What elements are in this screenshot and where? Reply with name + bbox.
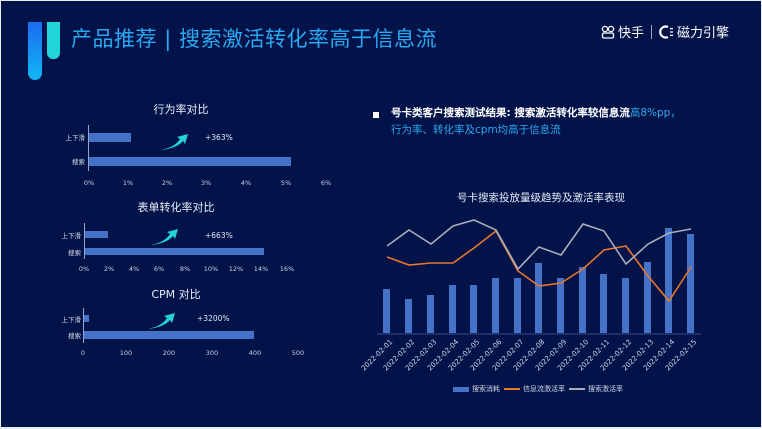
combo-chart-title: 号卡搜索投放量级趋势及激活率表现 [457, 192, 625, 204]
category-label: 搜索 [68, 249, 81, 257]
summary-line1: 号卡类客户搜索测试结果: 搜索激活转化率较信息流高8%pp， [391, 105, 681, 122]
x-tick: 10% [203, 265, 219, 273]
y-axis [84, 223, 85, 259]
bar-search [84, 331, 254, 339]
legend-swatch-orange [504, 388, 520, 390]
x-tick: 2% [161, 179, 173, 187]
chart-title: 行为率对比 [153, 103, 209, 116]
x-tick: 0 [80, 349, 86, 357]
x-tick: 400 [248, 349, 262, 357]
search-spend-bars [383, 228, 694, 333]
x-tick: 4% [128, 265, 140, 273]
legend-label: 搜索激活率 [588, 385, 623, 393]
x-tick: 0% [78, 265, 90, 273]
category-label: 上下滑 [61, 316, 82, 324]
cili-engine-logo-icon [659, 24, 674, 39]
growth-arrow-icon [161, 134, 188, 150]
x-tick: 0% [83, 179, 95, 187]
summary-highlight: 高8%pp， [629, 107, 681, 119]
chart-title: CPM 对比 [151, 288, 201, 301]
bar-shanghua [89, 133, 131, 142]
legend-swatch-bar [453, 386, 469, 392]
growth-annotation: +663% [205, 231, 233, 240]
bar-search [85, 248, 264, 255]
x-tick: 6% [320, 179, 332, 187]
title-part1: 产品推荐 [71, 27, 157, 51]
growth-arrow-icon [151, 229, 178, 245]
bullet-square-icon [373, 112, 379, 118]
x-tick: 500 [291, 349, 305, 357]
x-tick: 200 [162, 349, 176, 357]
accent-bar-blue [28, 22, 42, 80]
kuaishou-logo-icon [601, 25, 615, 39]
x-tick: 100 [119, 349, 133, 357]
brand-cili: 磁力引擎 [677, 26, 730, 41]
x-tick: 6% [153, 265, 165, 273]
x-tick: 5% [280, 179, 292, 187]
x-tick: 16% [279, 265, 295, 273]
growth-annotation: +3200% [197, 314, 230, 323]
title-separator: | [164, 27, 172, 51]
category-label: 上下滑 [61, 232, 82, 240]
accent-bar-cyan [47, 22, 60, 59]
x-tick: 14% [253, 265, 269, 273]
brand-divider [651, 24, 653, 39]
summary-line2: 行为率、转化率及cpm均高于信息流 [391, 124, 561, 136]
bar-search [89, 157, 291, 166]
x-tick: 1% [122, 179, 134, 187]
summary-bold: 号卡类客户搜索测试结果: 搜索激活转化率较信息流 [391, 107, 630, 119]
search-activation-line [386, 219, 692, 271]
title-part2: 搜索激活转化率高于信息流 [178, 27, 437, 51]
growth-annotation: +363% [205, 133, 233, 142]
combo-legend: 搜索消耗 信息流激活率 搜索激活率 [453, 384, 623, 394]
brand-kuaishou: 快手 [618, 26, 645, 41]
feed-activation-line [386, 229, 692, 303]
category-label: 搜索 [68, 332, 81, 340]
bar-shanghua [85, 231, 108, 238]
x-tick: 3% [200, 179, 212, 187]
x-tick: 300 [205, 349, 219, 357]
category-label: 搜索 [72, 158, 85, 166]
legend-label: 搜索消耗 [472, 385, 500, 393]
x-tick: 8% [179, 265, 191, 273]
brand-logos: 快手 磁力引擎 [601, 22, 729, 41]
y-axis [83, 308, 84, 343]
page-title: 产品推荐 | 搜索激活转化率高于信息流 [71, 23, 437, 53]
legend-label: 信息流激活率 [523, 385, 565, 393]
x-tick: 2% [103, 265, 115, 273]
x-tick: 4% [240, 179, 252, 187]
y-axis [88, 125, 89, 171]
summary-text: 号卡类客户搜索测试结果: 搜索激活转化率较信息流高8%pp， 行为率、转化率及c… [391, 105, 681, 139]
bar-shanghua [84, 315, 89, 322]
chart-title: 表单转化率对比 [137, 201, 215, 214]
growth-arrow-icon [148, 313, 175, 329]
legend-swatch-gray [569, 388, 585, 390]
category-label: 上下滑 [65, 134, 86, 142]
x-tick: 12% [228, 265, 244, 273]
